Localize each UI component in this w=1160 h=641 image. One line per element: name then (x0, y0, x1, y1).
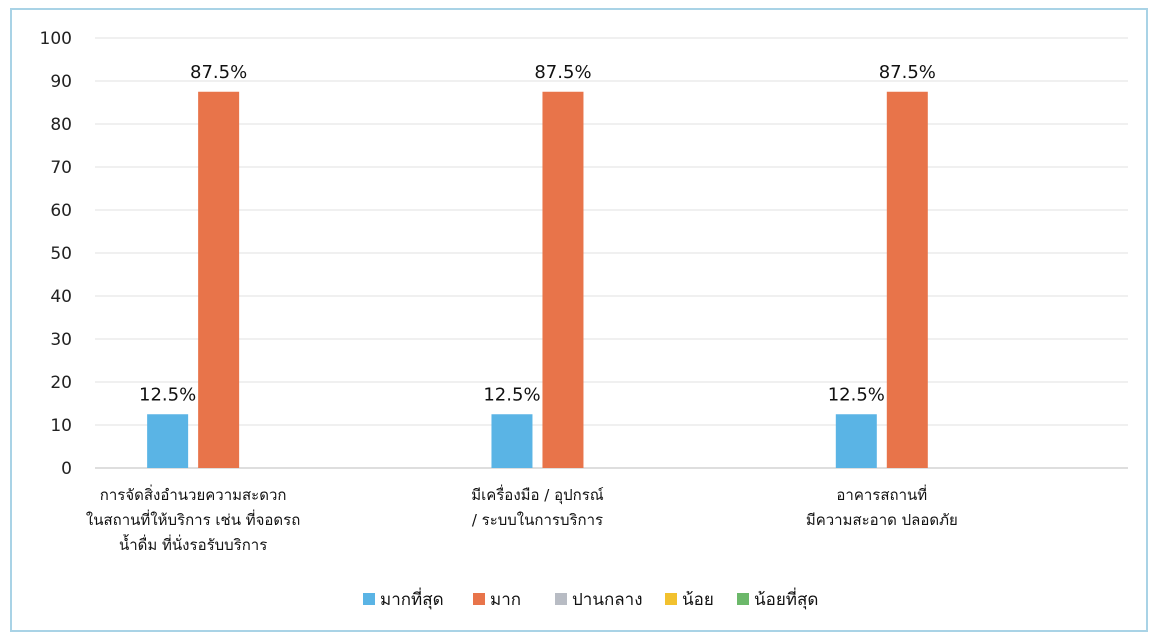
category-label: มีเครื่องมือ / อุปกรณ์ (471, 484, 604, 505)
data-label: 12.5% (483, 384, 540, 405)
y-tick-label: 40 (50, 287, 72, 307)
legend-label: น้อย (682, 590, 714, 610)
category-label: ในสถานที่ให้บริการ เช่น ที่จอดรถ (86, 509, 300, 529)
legend-swatch (665, 593, 677, 605)
category-label: น้ำดื่ม ที่นั่งรอรับบริการ (119, 534, 267, 554)
data-label: 12.5% (139, 384, 196, 405)
bar-most-3 (835, 414, 877, 468)
legend-label: มาก (490, 590, 521, 610)
data-label: 87.5% (534, 62, 591, 83)
y-tick-label: 60 (50, 201, 72, 221)
legend-label: น้อยที่สุด (754, 587, 818, 610)
bar-most-1 (147, 414, 189, 468)
data-label: 87.5% (190, 62, 247, 83)
y-tick-label: 70 (50, 158, 72, 178)
legend-swatch (473, 593, 485, 605)
legend-label: มากที่สุด (380, 587, 444, 610)
y-tick-label: 0 (61, 459, 72, 479)
legend-swatch (737, 593, 749, 605)
y-tick-label: 90 (50, 72, 72, 92)
category-label: อาคารสถานที่ (836, 484, 927, 504)
bar-much-3 (886, 91, 928, 468)
y-tick-label: 50 (50, 244, 72, 264)
y-tick-label: 80 (50, 115, 72, 135)
category-label: มีความสะอาด ปลอดภัย (806, 511, 958, 529)
legend-swatch (555, 593, 567, 605)
y-tick-label: 20 (50, 373, 72, 393)
bar-much-2 (542, 91, 584, 468)
legend-swatch (363, 593, 375, 605)
bar-much-1 (198, 91, 240, 468)
y-tick-label: 10 (50, 416, 72, 436)
bar-most-2 (491, 414, 533, 468)
legend-label: ปานกลาง (572, 590, 643, 610)
category-label: / ระบบในการบริการ (472, 511, 603, 529)
data-label: 87.5% (879, 62, 936, 83)
category-label: การจัดสิ่งอำนวยความสะดวก (100, 484, 287, 504)
y-tick-label: 100 (40, 29, 72, 49)
y-tick-label: 30 (50, 330, 72, 350)
data-label: 12.5% (828, 384, 885, 405)
